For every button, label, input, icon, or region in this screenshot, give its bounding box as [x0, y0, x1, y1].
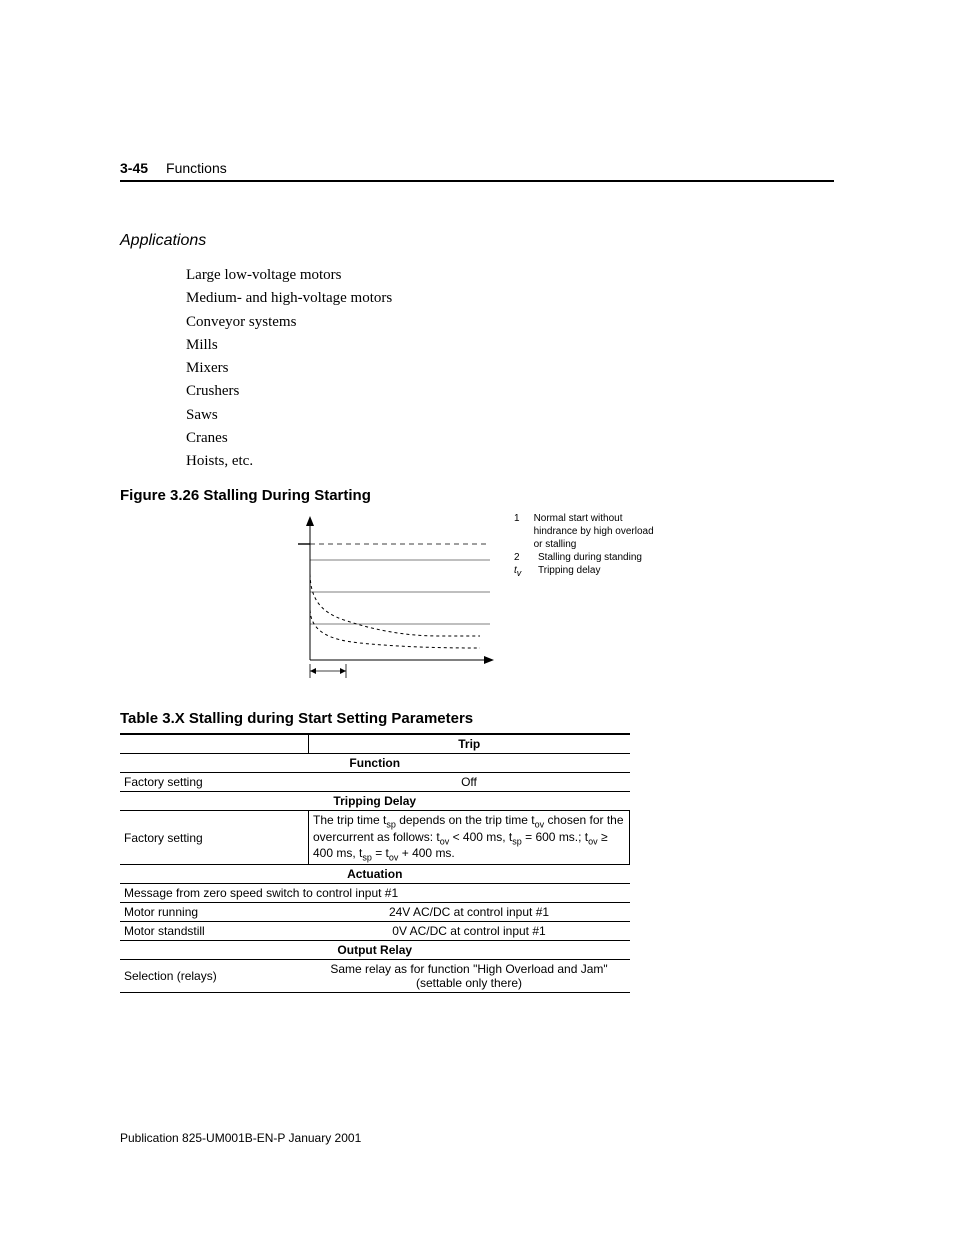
legend-text: Tripping delay — [538, 564, 600, 580]
legend-key: 2 — [514, 551, 524, 564]
section-head-output: Output Relay — [120, 941, 630, 960]
figure-title: Figure 3.26 Stalling During Starting — [120, 487, 834, 504]
row-label: Factory setting — [120, 773, 309, 792]
page-header: 3-45 Functions — [120, 160, 834, 182]
row-label: Motor running — [120, 903, 309, 922]
applications-list: Large low-voltage motors Medium- and hig… — [186, 264, 834, 473]
publication-footer: Publication 825-UM001B-EN-P January 2001 — [120, 1131, 361, 1145]
legend-key: 1 — [514, 512, 520, 551]
figure-chart — [290, 512, 498, 684]
legend-text: Stalling during standing — [538, 551, 642, 564]
page-number: 3-45 — [120, 160, 148, 176]
list-item: Hoists, etc. — [186, 450, 834, 473]
list-item: Saws — [186, 404, 834, 427]
list-item: Medium- and high-voltage motors — [186, 287, 834, 310]
section-head-actuation: Actuation — [120, 865, 630, 884]
list-item: Cranes — [186, 427, 834, 450]
row-value: 0V AC/DC at control input #1 — [309, 922, 630, 941]
section-head-function: Function — [120, 754, 630, 773]
list-item: Crushers — [186, 380, 834, 403]
trip-header: Trip — [309, 734, 630, 754]
actuation-note: Message from zero speed switch to contro… — [120, 884, 630, 903]
figure-legend: 1 Normal start without hindrance by high… — [514, 512, 664, 580]
row-value-delay: The trip time tsp depends on the trip ti… — [309, 811, 630, 865]
table-title: Table 3.X Stalling during Start Setting … — [120, 710, 834, 727]
list-item: Mixers — [186, 357, 834, 380]
applications-heading: Applications — [120, 232, 834, 250]
row-label: Motor standstill — [120, 922, 309, 941]
legend-text: Normal start without hindrance by high o… — [534, 512, 664, 551]
page: 3-45 Functions Applications Large low-vo… — [0, 0, 954, 1235]
legend-key: tv — [514, 564, 524, 580]
list-item: Mills — [186, 334, 834, 357]
list-item: Conveyor systems — [186, 311, 834, 334]
parameters-table: Trip Function Factory setting Off Trippi… — [120, 733, 630, 993]
section-head-delay: Tripping Delay — [120, 792, 630, 811]
row-value: 24V AC/DC at control input #1 — [309, 903, 630, 922]
row-value-output: Same relay as for function "High Overloa… — [309, 960, 630, 993]
list-item: Large low-voltage motors — [186, 264, 834, 287]
row-label: Factory setting — [120, 811, 309, 865]
figure-wrap: 1 Normal start without hindrance by high… — [120, 512, 834, 684]
row-label: Selection (relays) — [120, 960, 309, 993]
section-name: Functions — [166, 160, 227, 176]
row-value: Off — [309, 773, 630, 792]
